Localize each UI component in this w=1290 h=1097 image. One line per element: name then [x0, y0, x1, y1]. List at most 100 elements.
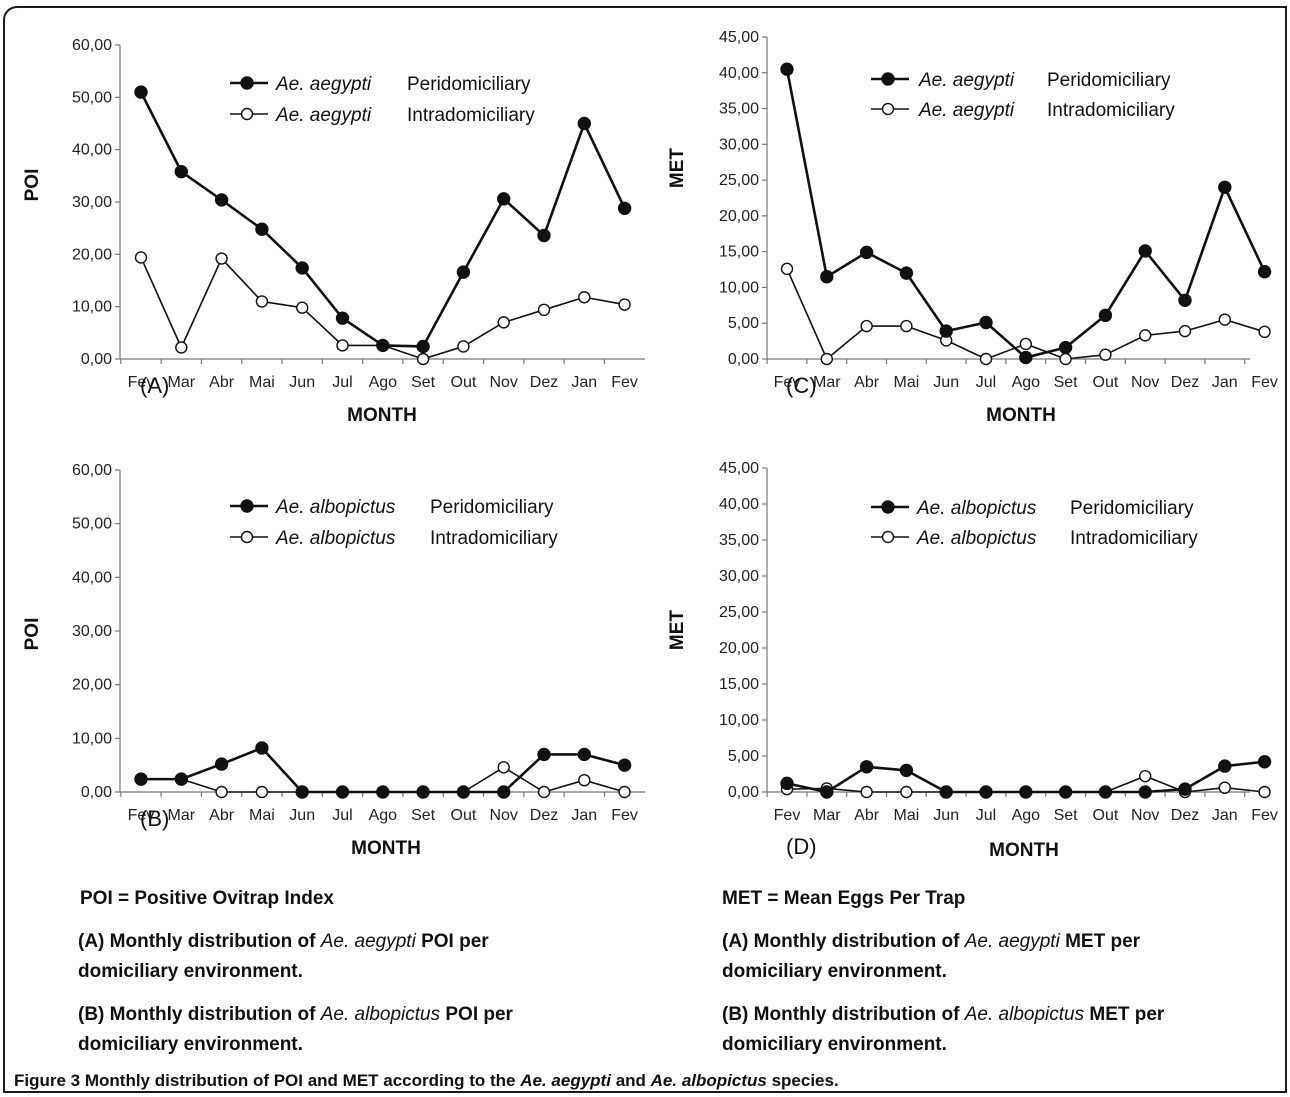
x-tick-label: Mai: [249, 374, 275, 391]
peridomiciliary-point: [214, 757, 229, 771]
y-tick-label: 20,00: [719, 640, 759, 657]
intradomiciliary-point: [175, 341, 188, 354]
x-tick-label: Mar: [168, 807, 196, 824]
panel-label: (D): [786, 834, 817, 859]
y-tick-label: 60,00: [72, 462, 112, 479]
peridomiciliary-point: [577, 747, 591, 762]
legend-environment-label: Intradomiciliary: [430, 528, 558, 549]
x-tick-label: Abr: [854, 374, 880, 391]
x-tick-label: Abr: [209, 374, 235, 391]
x-tick-label: Fev: [1251, 807, 1278, 824]
panel-label: (B): [140, 806, 169, 831]
peridomiciliary-point: [859, 760, 874, 774]
caption-right-b-prefix: (B) Monthly distribution: [722, 1004, 937, 1025]
intradomiciliary-point: [1019, 337, 1033, 351]
legend-environment-label: Intradomiciliary: [1070, 528, 1198, 549]
x-tick-label: Ago: [369, 807, 398, 824]
peridomiciliary-point: [255, 741, 269, 755]
caption-right-b-line2: domiciliary: [722, 1034, 823, 1055]
peridomiciliary-point: [617, 758, 632, 772]
panel-label: (A): [140, 373, 169, 398]
intradomiciliary-point: [1258, 325, 1271, 339]
intradomiciliary-point: [1099, 348, 1112, 361]
x-tick-label: Out: [1093, 374, 1119, 391]
intradomiciliary-point: [1138, 329, 1152, 342]
peridomiciliary-point: [416, 339, 430, 354]
x-tick-label: Jun: [289, 807, 315, 824]
intradomiciliary-point: [1138, 769, 1152, 783]
peridomiciliary-point: [979, 315, 993, 330]
x-tick-label: Ago: [1012, 374, 1041, 391]
y-tick-label: 5,00: [728, 315, 759, 332]
peridomiciliary-point: [617, 201, 632, 215]
intradomiciliary-point: [255, 295, 269, 308]
peridomiciliary-point: [416, 785, 430, 799]
caption-left-b-metric: POI per: [445, 1004, 513, 1025]
peridomiciliary-point: [939, 785, 953, 799]
caption-right-b-period: .: [941, 1034, 947, 1055]
peridomiciliary-series-line: [139, 91, 626, 348]
y-axis-title: MET: [667, 610, 688, 651]
caption-left-a-env: environment: [183, 961, 298, 982]
caption-left-b-species: Ae. albopictus: [320, 1004, 441, 1025]
x-tick-label: Mar: [168, 374, 196, 391]
caption-left-a-prefix: (A) Monthly distribution: [78, 931, 293, 952]
y-tick-label: 10,00: [72, 299, 112, 316]
caption-right-b-metric: MET per: [1089, 1004, 1165, 1025]
peridomiciliary-point: [780, 62, 794, 76]
legend-environment-label: Intradomiciliary: [1047, 100, 1175, 121]
x-tick-label: Nov: [1131, 374, 1159, 391]
intradomiciliary-point: [900, 319, 913, 333]
x-tick-label: Mai: [249, 807, 275, 824]
legend-species-label: Ae. albopictus: [275, 497, 396, 518]
y-tick-label: 20,00: [72, 677, 112, 694]
y-axis-title: POI: [22, 618, 43, 651]
figure-caption-text2: species.: [771, 1071, 839, 1090]
y-tick-label: 45,00: [719, 460, 759, 477]
intradomiciliary-point: [215, 785, 228, 799]
y-tick-label: 15,00: [719, 676, 759, 693]
caption-right-b-env: environment: [827, 1034, 942, 1055]
y-tick-label: 45,00: [719, 29, 759, 46]
intradomiciliary-point: [860, 319, 873, 333]
legend-species-label: Ae. albopictus: [275, 528, 396, 549]
y-tick-label: 40,00: [719, 65, 759, 82]
chart-panel-a: 0,00 10,00 20,00 30,00 40,00 50,00 60,00 Fev Mar…: [22, 37, 645, 426]
peridomiciliary-point: [376, 338, 390, 353]
y-axis-title: POI: [22, 169, 43, 202]
x-tick-label: Abr: [209, 807, 235, 824]
figure-caption-text1: Monthly distribution of POI and MET acco…: [84, 1071, 516, 1090]
intradomiciliary-point: [1059, 352, 1072, 366]
peridomiciliary-point: [1098, 308, 1113, 323]
x-tick-label: Mar: [813, 807, 841, 824]
caption-right-a-period: .: [941, 961, 947, 982]
peridomiciliary-point: [214, 193, 229, 207]
x-tick-label: Out: [451, 807, 477, 824]
caption-left-a-period: .: [297, 961, 303, 982]
caption-left-a: (A) Monthly distribution of Ae. aegypti …: [78, 927, 489, 987]
peridomiciliary-point: [859, 245, 874, 260]
x-tick-label: Fev: [128, 374, 155, 391]
peridomiciliary-point: [537, 747, 551, 762]
x-tick-label: Jun: [289, 374, 315, 391]
y-tick-label: 50,00: [72, 516, 112, 533]
x-tick-label: Fev: [128, 807, 155, 824]
intradomiciliary-point: [780, 262, 794, 276]
peridomiciliary-point: [537, 228, 551, 243]
x-tick-label: Fev: [611, 374, 638, 391]
x-tick-label: Jan: [571, 807, 597, 824]
y-tick-label: 40,00: [719, 496, 759, 513]
intradomiciliary-point: [416, 352, 430, 366]
x-tick-label: Out: [451, 374, 477, 391]
caption-right-a-line2: domiciliary: [722, 961, 823, 982]
caption-right-b-of: of: [941, 1004, 960, 1025]
peridomiciliary-point: [1019, 785, 1033, 799]
peridomiciliary-point: [134, 85, 148, 99]
intradomiciliary-point: [134, 251, 148, 264]
figure-caption: Figure 3 Monthly distribution of POI and…: [14, 1071, 839, 1091]
peridomiciliary-point: [1098, 785, 1113, 799]
x-tick-label: Fev: [774, 807, 801, 824]
legend-environment-label: Peridomiciliary: [1047, 70, 1171, 91]
legend-marker: [881, 72, 895, 86]
